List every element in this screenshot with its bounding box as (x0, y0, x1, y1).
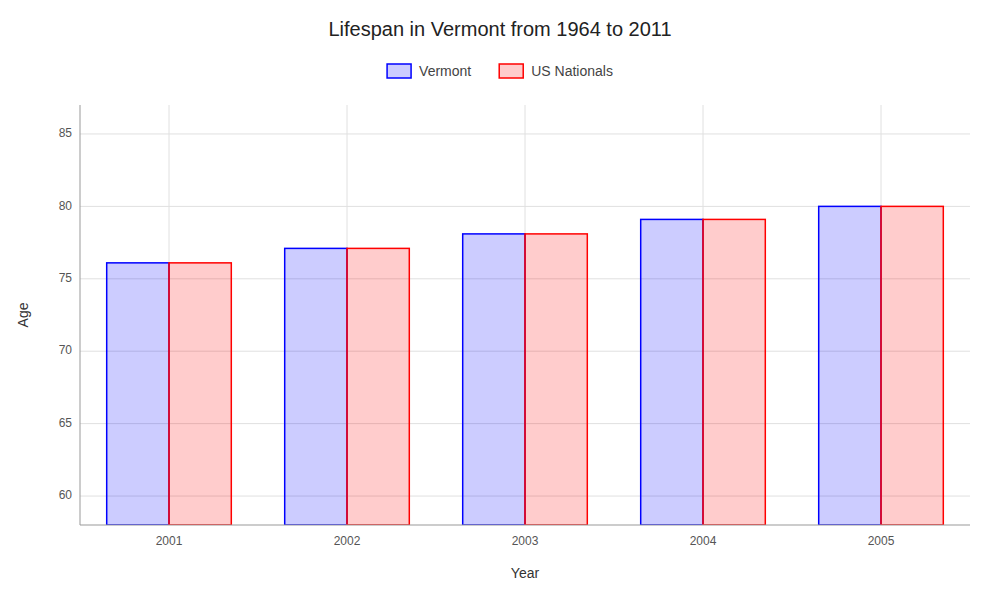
y-tick-label: 80 (59, 199, 73, 213)
bar (107, 263, 169, 525)
legend-item: US Nationals (499, 63, 613, 79)
legend-label: US Nationals (531, 63, 613, 79)
bar (881, 206, 943, 525)
y-axis-label: Age (15, 302, 31, 327)
bar (285, 248, 347, 525)
x-tick-label: 2003 (512, 534, 539, 548)
y-axis-line (80, 105, 81, 525)
bar (641, 219, 703, 525)
legend: Vermont US Nationals (387, 63, 613, 79)
y-tick-label: 70 (59, 343, 73, 357)
bar (347, 248, 409, 525)
x-tick-label: 2005 (868, 534, 895, 548)
legend-item: Vermont (387, 63, 471, 79)
x-axis-line (80, 525, 970, 526)
y-tick-label: 60 (59, 488, 73, 502)
bar (525, 234, 587, 525)
y-tick-label: 75 (59, 271, 73, 285)
x-tick-label: 2004 (690, 534, 717, 548)
bar (463, 234, 525, 525)
y-tick-label: 85 (59, 126, 73, 140)
legend-swatch (387, 64, 411, 78)
title: Lifespan in Vermont from 1964 to 2011 (328, 18, 671, 40)
legend-label: Vermont (419, 63, 471, 79)
chart: 60 65 70 75 80 85 2001 2002 2003 2004 2005 Year Age L… (0, 0, 1000, 600)
x-axis-label: Year (511, 565, 540, 581)
bars (107, 206, 944, 525)
x-tick-label: 2001 (156, 534, 183, 548)
grid (80, 105, 970, 525)
y-tick-label: 65 (59, 416, 73, 430)
bar (169, 263, 231, 525)
bar (703, 219, 765, 525)
bar (819, 206, 881, 525)
chart-container: 60 65 70 75 80 85 2001 2002 2003 2004 2005 Year Age L… (0, 0, 1000, 600)
x-tick-label: 2002 (334, 534, 361, 548)
legend-swatch (499, 64, 523, 78)
